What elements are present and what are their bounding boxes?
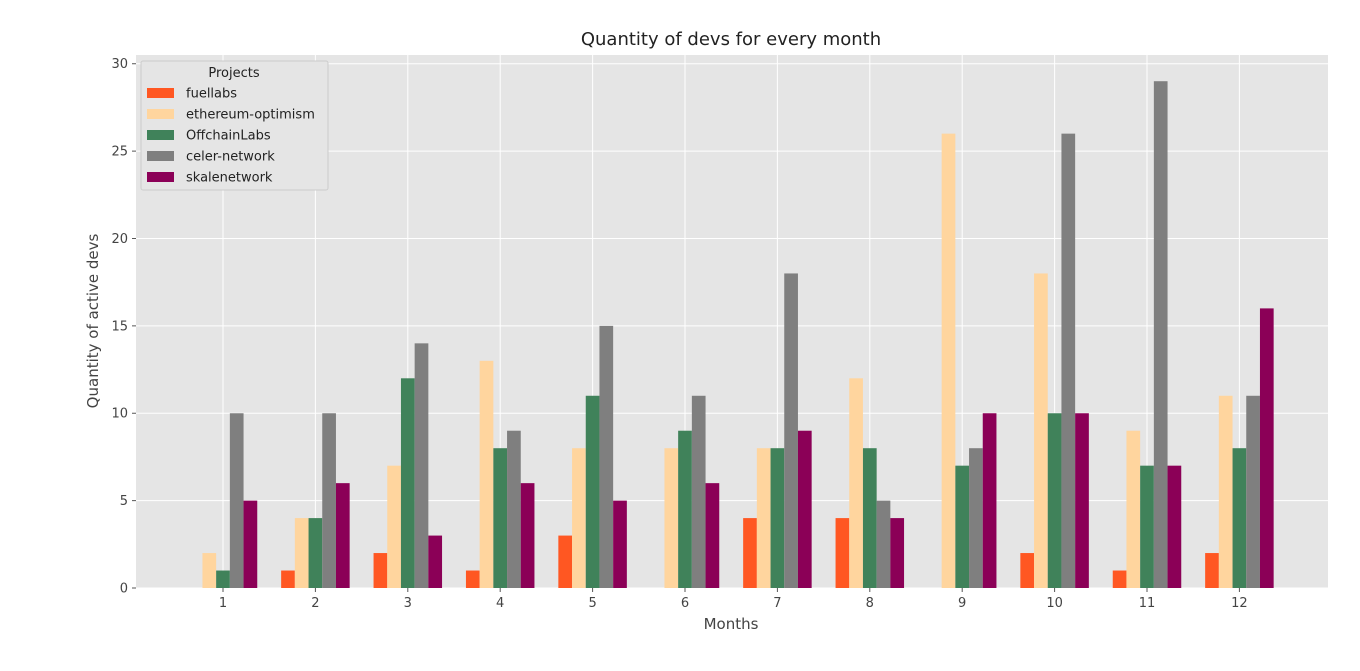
bar-ethereum-optimism-5 [572, 448, 586, 588]
y-tick-label: 20 [111, 232, 128, 247]
bar-fuellabs-11 [1112, 570, 1127, 588]
bar-skalenetwork-1 [243, 500, 258, 588]
legend-swatch-fuellabs [147, 88, 174, 98]
bar-celer-network-5 [599, 325, 614, 588]
legend-swatch-celer-network [147, 151, 174, 161]
x-axis-ticks: 1 2 3 4 5 6 7 8 9 10 11 12 [219, 588, 1248, 611]
bar-skalenetwork-5 [613, 500, 627, 588]
bar-skalenetwork-3 [428, 535, 443, 588]
y-tick-label: 15 [111, 319, 128, 334]
bar-OffchainLabs-1 [216, 570, 230, 588]
y-tick-label: 10 [111, 407, 128, 422]
bar-skalenetwork-4 [520, 483, 535, 588]
bar-skalenetwork-6 [705, 483, 720, 588]
bar-OffchainLabs-5 [585, 395, 600, 588]
y-tick-label: 5 [120, 494, 128, 509]
bar-celer-network-9 [969, 448, 983, 588]
x-tick-label: 3 [404, 596, 412, 611]
legend-entry-OffchainLabs: OffchainLabs [186, 129, 271, 144]
x-tick-label: 2 [311, 596, 319, 611]
bar-skalenetwork-7 [797, 430, 812, 588]
bar-OffchainLabs-3 [400, 378, 415, 588]
legend-entry-celer-network: celer-network [186, 150, 275, 165]
bar-ethereum-optimism-4 [479, 360, 494, 588]
bar-celer-network-6 [691, 395, 706, 588]
bar-skalenetwork-12 [1259, 308, 1274, 588]
bar-ethereum-optimism-8 [849, 378, 863, 588]
bar-skalenetwork-10 [1075, 413, 1089, 588]
y-axis-label: Quantity of active devs [84, 234, 102, 409]
x-axis-label: Months [704, 615, 759, 633]
x-tick-label: 4 [496, 596, 504, 611]
bar-celer-network-2 [322, 413, 336, 588]
x-tick-label: 9 [958, 596, 966, 611]
bar-celer-network-8 [876, 500, 891, 588]
bar-OffchainLabs-11 [1140, 465, 1154, 588]
y-tick-label: 25 [111, 145, 128, 160]
bar-ethereum-optimism-3 [387, 465, 401, 588]
bar-ethereum-optimism-11 [1126, 430, 1141, 588]
y-tick-label: 30 [111, 57, 128, 72]
bar-skalenetwork-8 [890, 518, 905, 588]
bar-celer-network-7 [784, 273, 798, 588]
bar-ethereum-optimism-12 [1218, 395, 1233, 588]
legend-swatch-ethereum-optimism [147, 109, 174, 119]
bar-celer-network-1 [229, 413, 244, 588]
bar-skalenetwork-9 [982, 413, 997, 588]
x-tick-label: 8 [866, 596, 874, 611]
y-tick-label: 0 [120, 582, 128, 597]
bar-OffchainLabs-6 [678, 430, 692, 588]
bar-skalenetwork-2 [335, 483, 350, 588]
bar-celer-network-10 [1061, 133, 1076, 588]
bar-skalenetwork-11 [1167, 465, 1182, 588]
legend: Projects fuellabs ethereum-optimism Offcha… [140, 60, 329, 191]
bar-ethereum-optimism-7 [756, 448, 771, 588]
bar-OffchainLabs-4 [493, 448, 508, 588]
y-axis-ticks: 0 5 10 15 20 25 30 [111, 57, 136, 597]
bar-ethereum-optimism-9 [941, 133, 956, 588]
legend-swatch-skalenetwork [147, 172, 174, 182]
bar-OffchainLabs-9 [955, 465, 970, 588]
legend-swatch-OffchainLabs [147, 130, 174, 140]
bar-OffchainLabs-12 [1232, 448, 1247, 588]
bar-ethereum-optimism-6 [664, 448, 679, 588]
bar-OffchainLabs-7 [770, 448, 785, 588]
x-tick-label: 6 [681, 596, 689, 611]
legend-entry-fuellabs: fuellabs [186, 87, 237, 102]
x-tick-label: 5 [588, 596, 596, 611]
bar-fuellabs-4 [465, 570, 480, 588]
legend-entry-ethereum-optimism: ethereum-optimism [186, 108, 315, 123]
bar-OffchainLabs-10 [1047, 413, 1062, 588]
bar-fuellabs-2 [281, 570, 295, 588]
chart-title: Quantity of devs for every month [581, 29, 881, 50]
bar-fuellabs-5 [558, 535, 573, 588]
bar-OffchainLabs-8 [862, 448, 877, 588]
x-tick-label: 1 [219, 596, 227, 611]
x-tick-label: 12 [1231, 596, 1248, 611]
x-tick-label: 10 [1046, 596, 1063, 611]
bar-ethereum-optimism-10 [1034, 273, 1048, 588]
x-tick-label: 7 [773, 596, 781, 611]
bar-ethereum-optimism-2 [294, 518, 309, 588]
bar-celer-network-4 [507, 430, 521, 588]
bars [202, 81, 1274, 589]
bar-celer-network-3 [414, 343, 429, 588]
bar-fuellabs-10 [1020, 553, 1035, 588]
legend-entry-skalenetwork: skalenetwork [186, 171, 273, 186]
bar-celer-network-11 [1153, 81, 1168, 589]
bar-fuellabs-12 [1205, 553, 1219, 588]
x-tick-label: 11 [1139, 596, 1156, 611]
bar-fuellabs-3 [373, 553, 388, 588]
bar-fuellabs-8 [835, 518, 850, 588]
bar-OffchainLabs-2 [308, 518, 323, 588]
bar-ethereum-optimism-1 [202, 553, 217, 588]
bar-celer-network-12 [1246, 395, 1260, 588]
bar-fuellabs-7 [743, 518, 757, 588]
legend-title: Projects [208, 66, 259, 81]
legend-box [140, 60, 329, 191]
